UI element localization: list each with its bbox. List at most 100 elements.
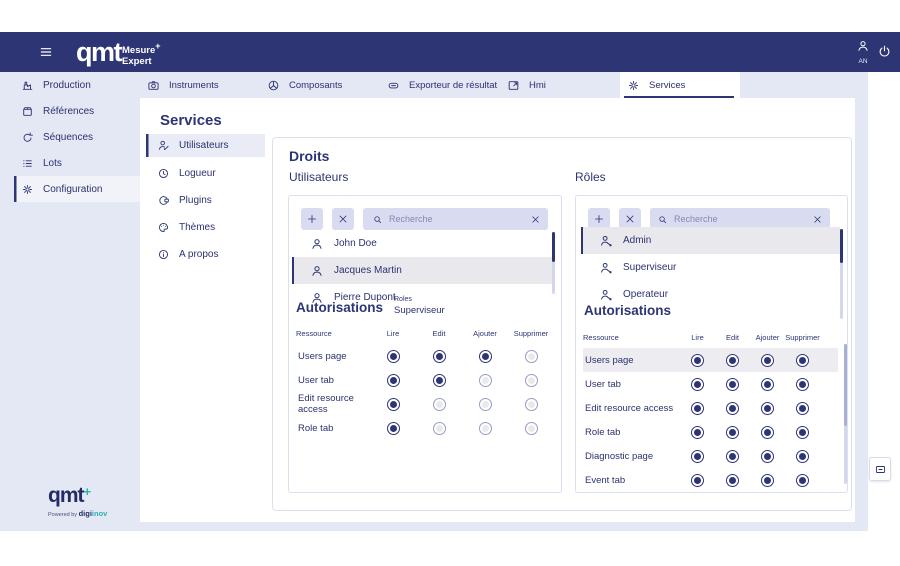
radio-ajouter[interactable] — [761, 353, 774, 367]
radio-edit[interactable] — [726, 377, 739, 391]
delete-user-button[interactable] — [332, 208, 354, 230]
list-item-user[interactable]: Pierre Dupont — [292, 284, 552, 311]
radio-supprimer[interactable] — [796, 449, 809, 463]
list-item-role[interactable]: Superviseur — [581, 254, 840, 281]
list-icon — [21, 157, 34, 170]
user-name: Pierre Dupont — [334, 292, 396, 303]
user-initials: AN — [858, 58, 868, 65]
roles-search-input[interactable] — [674, 214, 806, 224]
sidebar-item-sequences[interactable]: Séquences — [0, 124, 140, 150]
roles-search — [650, 208, 830, 230]
services-menu-plugins[interactable]: Plugins — [146, 189, 265, 212]
radio-edit[interactable] — [726, 425, 739, 439]
power-icon[interactable] — [877, 44, 892, 59]
radio-supprimer[interactable] — [796, 473, 809, 487]
roles-table-scrollbar-thumb[interactable] — [844, 344, 847, 426]
radio-edit[interactable] — [726, 473, 739, 487]
edge-panel-button[interactable] — [869, 457, 891, 481]
radio-ajouter[interactable] — [761, 473, 774, 487]
table-row: Event tab — [583, 468, 838, 492]
sidebar-item-references[interactable]: Références — [0, 98, 140, 124]
app-logo: qmt — [76, 37, 123, 67]
radio-edit[interactable] — [432, 421, 446, 435]
radio-edit[interactable] — [432, 373, 446, 387]
tab-composants[interactable]: Composants — [260, 72, 380, 98]
table-header-row: Ressource Lire Edit Ajouter Supprimer — [296, 328, 549, 338]
users-list-scrollbar[interactable] — [552, 232, 555, 294]
radio-lire[interactable] — [691, 473, 704, 487]
services-menu-utilisateurs[interactable]: Utilisateurs — [146, 134, 265, 157]
list-item-role[interactable]: Operateur — [581, 281, 840, 308]
radio-lire[interactable] — [691, 425, 704, 439]
list-item-user[interactable]: Jacques Martin — [292, 257, 552, 284]
radio-ajouter[interactable] — [478, 373, 492, 387]
radio-supprimer[interactable] — [796, 401, 809, 415]
services-menu-logueur[interactable]: Logueur — [146, 162, 265, 185]
radio-edit[interactable] — [726, 449, 739, 463]
sidebar-item-configuration[interactable]: Configuration — [14, 176, 140, 202]
radio-edit[interactable] — [432, 349, 446, 363]
palette-icon — [157, 221, 170, 234]
clear-search-icon[interactable] — [530, 214, 541, 225]
radio-ajouter[interactable] — [761, 401, 774, 415]
list-item-user[interactable]: John Doe — [292, 230, 552, 257]
hamburger-icon[interactable] — [38, 44, 54, 60]
radio-supprimer[interactable] — [796, 425, 809, 439]
add-user-button[interactable] — [301, 208, 323, 230]
table-row: Role tab — [296, 416, 554, 440]
radio-ajouter[interactable] — [478, 397, 492, 411]
tab-exporteur[interactable]: Exporteur de résultat — [380, 72, 500, 98]
radio-edit[interactable] — [726, 401, 739, 415]
services-menu-themes[interactable]: Thèmes — [146, 216, 265, 239]
radio-edit[interactable] — [432, 397, 446, 411]
resource-label: User tab — [585, 378, 621, 390]
radio-edit[interactable] — [726, 353, 739, 367]
users-search-input[interactable] — [389, 214, 524, 224]
radio-lire[interactable] — [386, 397, 400, 411]
radio-ajouter[interactable] — [478, 349, 492, 363]
radio-lire[interactable] — [691, 449, 704, 463]
users-panel-title: Utilisateurs — [289, 170, 349, 184]
info-icon — [157, 248, 170, 261]
sidebar-item-label: Production — [43, 79, 91, 91]
radio-lire[interactable] — [691, 353, 704, 367]
tab-services[interactable]: Services — [620, 72, 740, 98]
roles-autorisations-title: Autorisations — [584, 303, 672, 318]
services-menu-apropos[interactable]: A propos — [146, 243, 265, 266]
radio-supprimer[interactable] — [796, 377, 809, 391]
radio-supprimer[interactable] — [524, 373, 538, 387]
footer-logo-plus: + — [83, 484, 92, 499]
roles-list: Admin Superviseur Operateur — [581, 227, 840, 308]
radio-ajouter[interactable] — [761, 449, 774, 463]
radio-ajouter[interactable] — [761, 377, 774, 391]
droits-title: Droits — [289, 148, 330, 164]
user-account-button[interactable]: AN — [854, 39, 872, 65]
menu-item-label: Logueur — [179, 168, 216, 179]
radio-supprimer[interactable] — [524, 421, 538, 435]
roles-list-scrollbar[interactable] — [840, 229, 843, 319]
radio-supprimer[interactable] — [524, 349, 538, 363]
radio-lire[interactable] — [691, 377, 704, 391]
radio-lire[interactable] — [386, 349, 400, 363]
add-role-button[interactable] — [588, 208, 610, 230]
radio-ajouter[interactable] — [761, 425, 774, 439]
clear-search-icon[interactable] — [812, 214, 823, 225]
radio-supprimer[interactable] — [524, 397, 538, 411]
plus-icon — [593, 213, 605, 225]
delete-role-button[interactable] — [619, 208, 641, 230]
roles-list-scrollbar-thumb[interactable] — [840, 229, 843, 263]
tab-hmi[interactable]: Hmi — [500, 72, 620, 98]
radio-lire[interactable] — [691, 401, 704, 415]
sidebar-item-production[interactable]: Production — [0, 72, 140, 98]
radio-supprimer[interactable] — [796, 353, 809, 367]
gear-icon — [21, 183, 34, 196]
users-list-scrollbar-thumb[interactable] — [552, 232, 555, 262]
gear-icon — [627, 79, 640, 92]
sidebar-item-lots[interactable]: Lots — [0, 150, 140, 176]
radio-ajouter[interactable] — [478, 421, 492, 435]
radio-lire[interactable] — [386, 421, 400, 435]
user-icon — [856, 39, 870, 53]
radio-lire[interactable] — [386, 373, 400, 387]
tab-instruments[interactable]: Instruments — [140, 72, 260, 98]
list-item-role[interactable]: Admin — [581, 227, 840, 254]
